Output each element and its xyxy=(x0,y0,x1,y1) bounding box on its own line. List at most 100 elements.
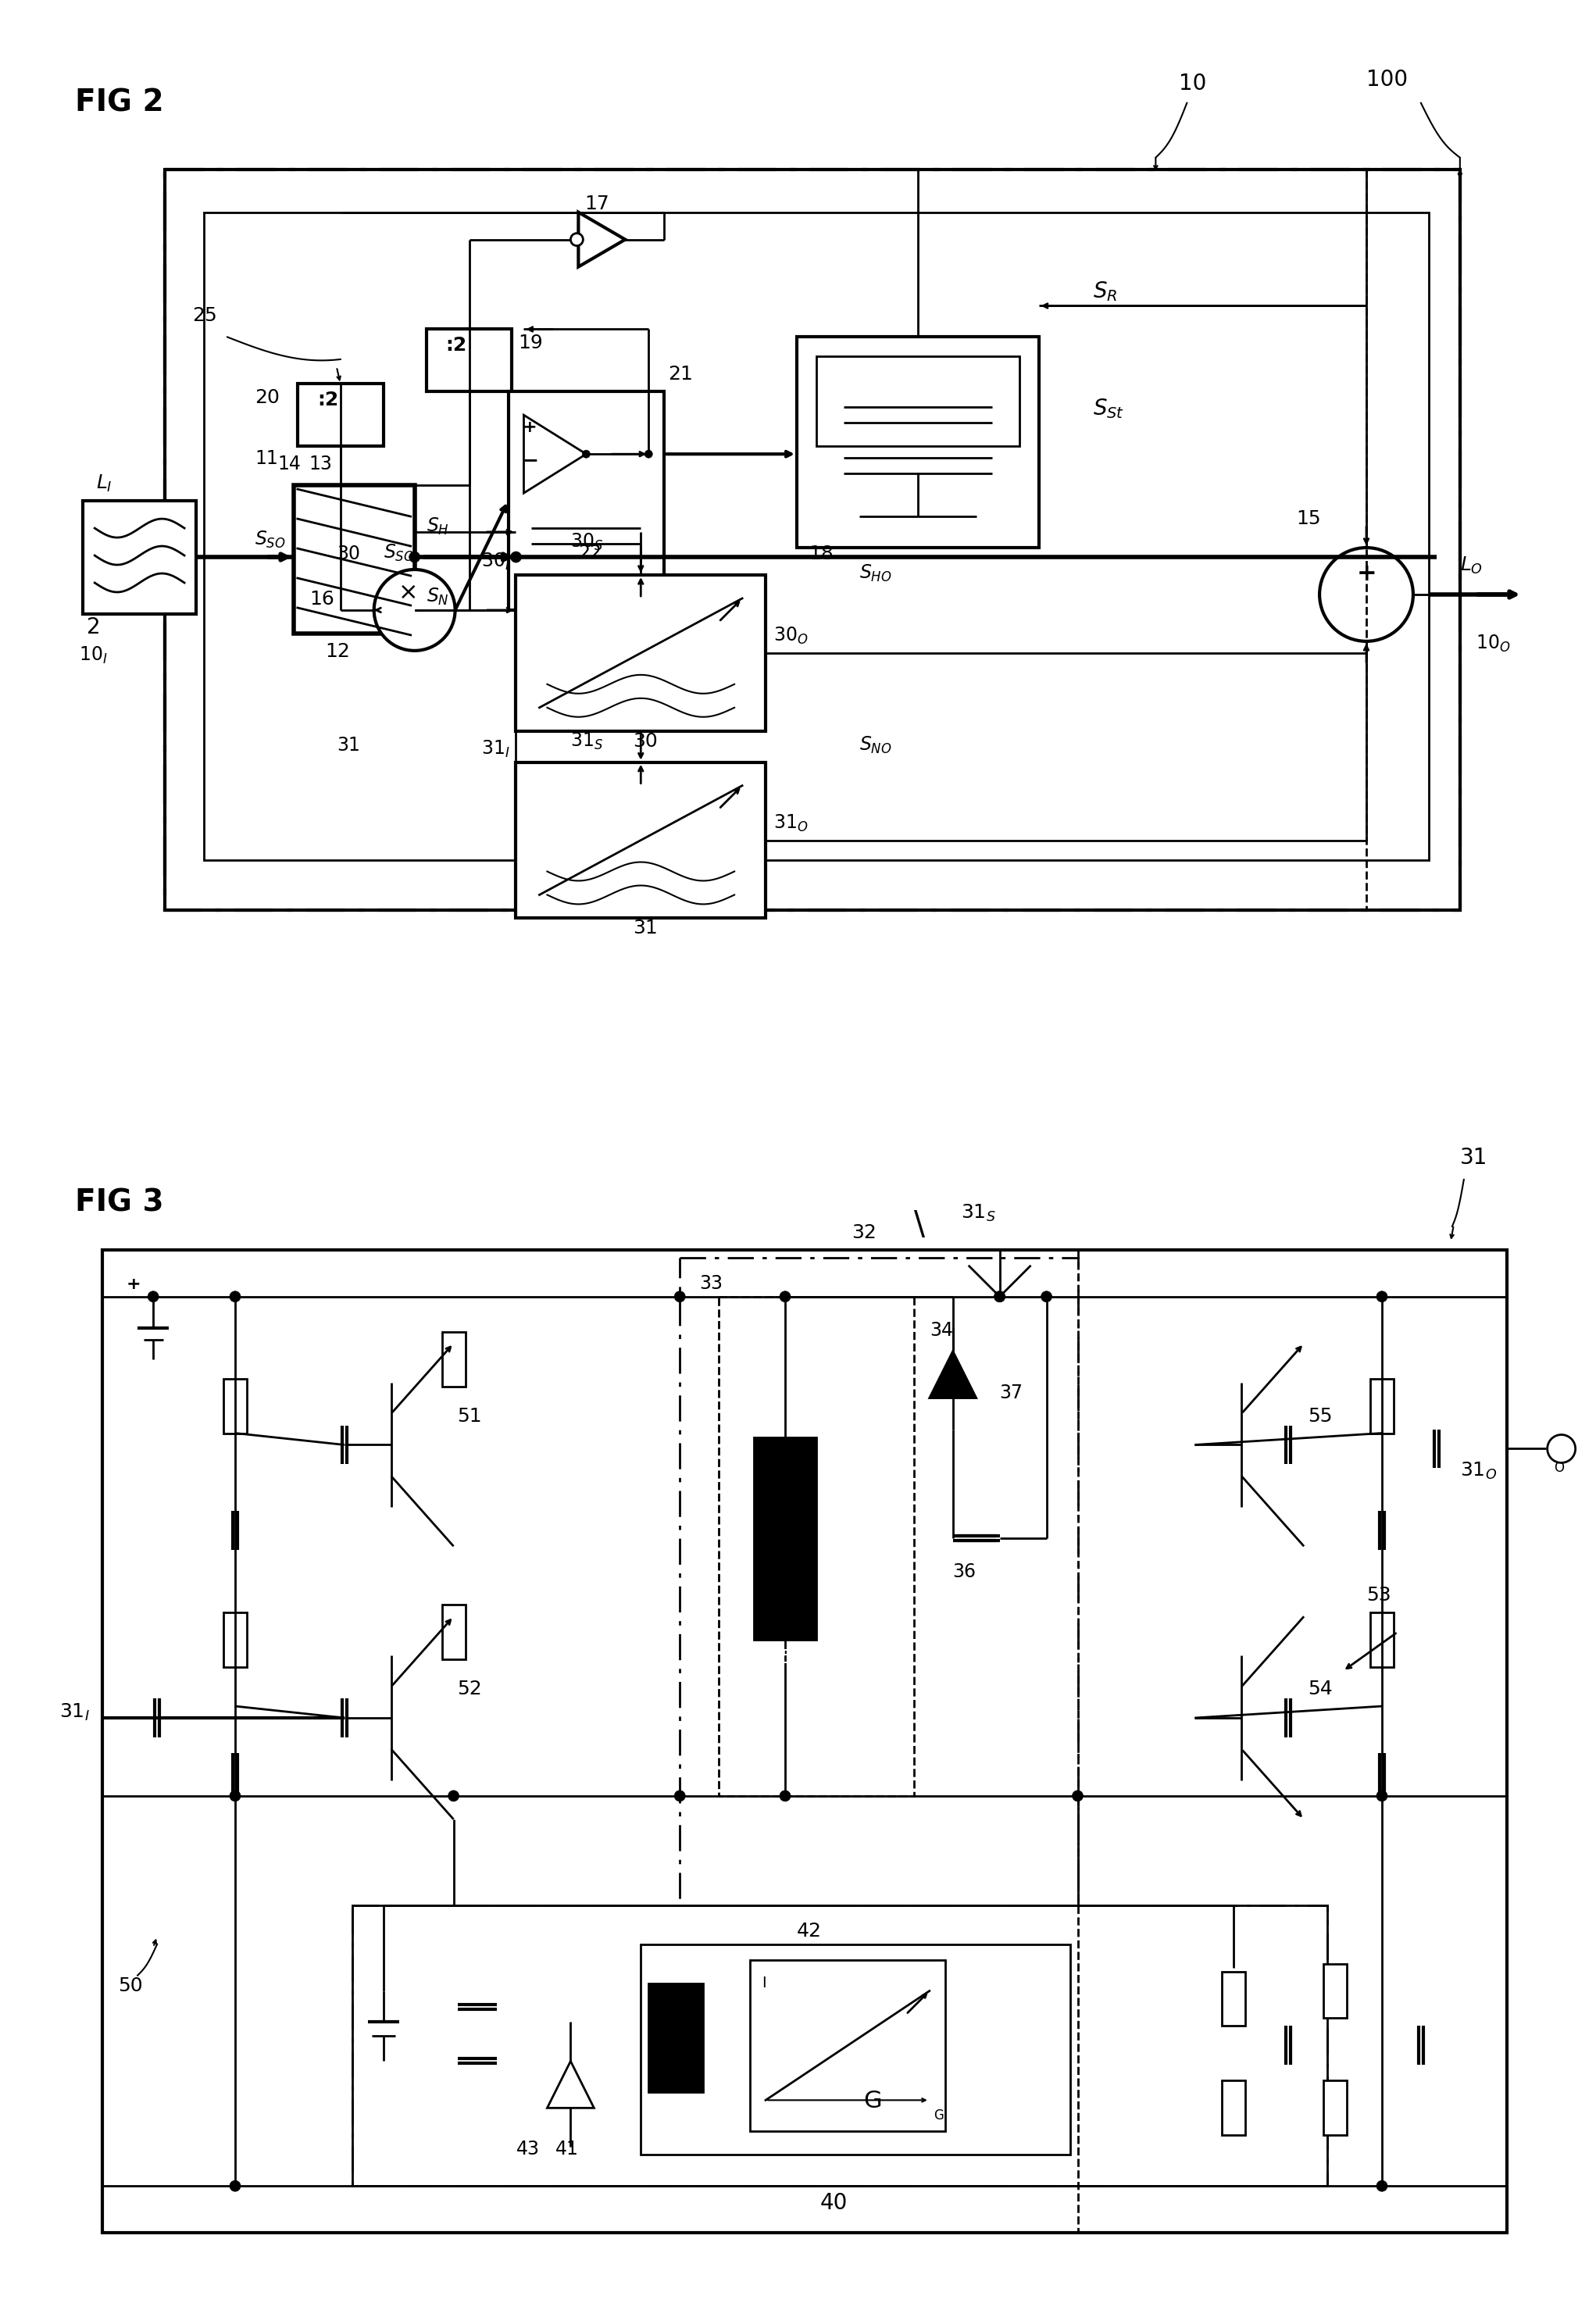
Text: \: \ xyxy=(915,1209,924,1241)
Text: 21: 21 xyxy=(669,366,693,385)
Text: 37: 37 xyxy=(999,1384,1023,1403)
Circle shape xyxy=(1073,1789,1084,1801)
Text: $S_{HO}$: $S_{HO}$ xyxy=(859,564,892,583)
Circle shape xyxy=(780,1292,790,1301)
Bar xyxy=(516,576,766,730)
Text: 2: 2 xyxy=(86,617,101,638)
Text: 14: 14 xyxy=(278,454,302,474)
Circle shape xyxy=(448,1789,460,1801)
Circle shape xyxy=(571,233,583,246)
Text: $S_{St}$: $S_{St}$ xyxy=(1093,396,1125,421)
Bar xyxy=(1371,1612,1393,1667)
Bar xyxy=(297,385,383,447)
Text: 11: 11 xyxy=(255,449,278,468)
Bar xyxy=(204,212,1428,859)
Text: $L_I$: $L_I$ xyxy=(96,474,112,495)
Text: $31_S$: $31_S$ xyxy=(571,730,603,751)
Text: 100: 100 xyxy=(1366,69,1408,90)
Circle shape xyxy=(675,1292,685,1301)
Text: FIG 2: FIG 2 xyxy=(75,88,164,117)
Polygon shape xyxy=(523,415,586,493)
Circle shape xyxy=(230,1292,241,1301)
Text: $31_I$: $31_I$ xyxy=(480,739,509,760)
Text: 43: 43 xyxy=(516,2139,539,2158)
Text: 34: 34 xyxy=(929,1322,953,1340)
Text: $30_O$: $30_O$ xyxy=(774,626,808,647)
Bar xyxy=(1323,2080,1347,2135)
Bar xyxy=(1223,1971,1245,2027)
Text: $S_{SO}$: $S_{SO}$ xyxy=(383,544,415,564)
Text: G: G xyxy=(863,2091,881,2112)
Text: 42: 42 xyxy=(796,1921,822,1939)
Circle shape xyxy=(780,1789,790,1801)
Text: G: G xyxy=(934,2110,943,2123)
Text: 10: 10 xyxy=(1179,71,1207,94)
Bar xyxy=(164,170,1460,910)
Text: 31: 31 xyxy=(634,919,658,937)
Text: FIG 3: FIG 3 xyxy=(75,1188,164,1218)
Text: 16: 16 xyxy=(310,590,334,608)
Text: $S_N$: $S_N$ xyxy=(426,587,448,608)
Circle shape xyxy=(511,550,522,562)
Text: 17: 17 xyxy=(584,193,610,212)
Text: 30: 30 xyxy=(337,544,361,564)
Circle shape xyxy=(994,1292,1005,1301)
Text: 31: 31 xyxy=(337,735,359,755)
Text: +: + xyxy=(1357,562,1377,585)
Circle shape xyxy=(230,2181,241,2192)
Text: 19: 19 xyxy=(519,334,543,352)
Text: 36: 36 xyxy=(953,1564,977,1582)
Text: 50: 50 xyxy=(118,1976,142,1994)
Text: −: − xyxy=(522,451,538,470)
Text: $S_{SO}$: $S_{SO}$ xyxy=(255,530,286,550)
Circle shape xyxy=(1548,1435,1575,1462)
Bar xyxy=(164,170,1460,910)
Text: $31_I$: $31_I$ xyxy=(59,1702,89,1723)
Polygon shape xyxy=(578,212,626,267)
Text: $31_S$: $31_S$ xyxy=(961,1202,996,1223)
Text: 51: 51 xyxy=(458,1407,482,1426)
Circle shape xyxy=(1041,1292,1052,1301)
Bar xyxy=(516,762,766,919)
Circle shape xyxy=(645,449,653,458)
Bar xyxy=(102,1251,1507,2234)
Text: $S_{NO}$: $S_{NO}$ xyxy=(859,735,892,755)
Text: $31_O$: $31_O$ xyxy=(774,813,808,834)
Circle shape xyxy=(373,569,455,652)
Text: $30_S$: $30_S$ xyxy=(571,532,603,553)
Text: $S_H$: $S_H$ xyxy=(426,516,448,537)
Text: 31: 31 xyxy=(1460,1147,1487,1168)
Text: 18: 18 xyxy=(809,544,833,564)
Bar xyxy=(442,1605,466,1660)
Circle shape xyxy=(230,1789,241,1801)
Text: 30: 30 xyxy=(634,732,658,751)
Bar xyxy=(426,329,512,392)
Text: 15: 15 xyxy=(1296,509,1321,527)
Bar xyxy=(1223,2080,1245,2135)
Bar xyxy=(294,486,415,633)
Text: 35: 35 xyxy=(769,1649,793,1667)
Bar xyxy=(1323,1964,1347,2017)
Text: 54: 54 xyxy=(1307,1679,1333,1697)
Text: +: + xyxy=(522,419,536,435)
Circle shape xyxy=(1376,2181,1387,2192)
Text: 33: 33 xyxy=(699,1274,723,1292)
Text: $\times$: $\times$ xyxy=(397,580,415,603)
Text: 52: 52 xyxy=(458,1679,482,1697)
Text: 41: 41 xyxy=(555,2139,578,2158)
Text: 40: 40 xyxy=(820,2192,847,2213)
Text: $L_O$: $L_O$ xyxy=(1460,555,1483,576)
Text: 53: 53 xyxy=(1366,1587,1392,1605)
Bar xyxy=(642,1944,1069,2156)
Circle shape xyxy=(583,449,591,458)
Text: 13: 13 xyxy=(310,454,332,474)
Bar xyxy=(1371,1379,1393,1432)
Bar xyxy=(753,1437,816,1640)
Text: 25: 25 xyxy=(192,306,217,325)
Bar xyxy=(750,1960,945,2130)
Bar xyxy=(353,1905,1328,2186)
Text: $10_I$: $10_I$ xyxy=(80,645,109,666)
Circle shape xyxy=(1320,548,1412,640)
Text: +: + xyxy=(126,1276,140,1292)
Text: $S_R$: $S_R$ xyxy=(1093,281,1117,304)
